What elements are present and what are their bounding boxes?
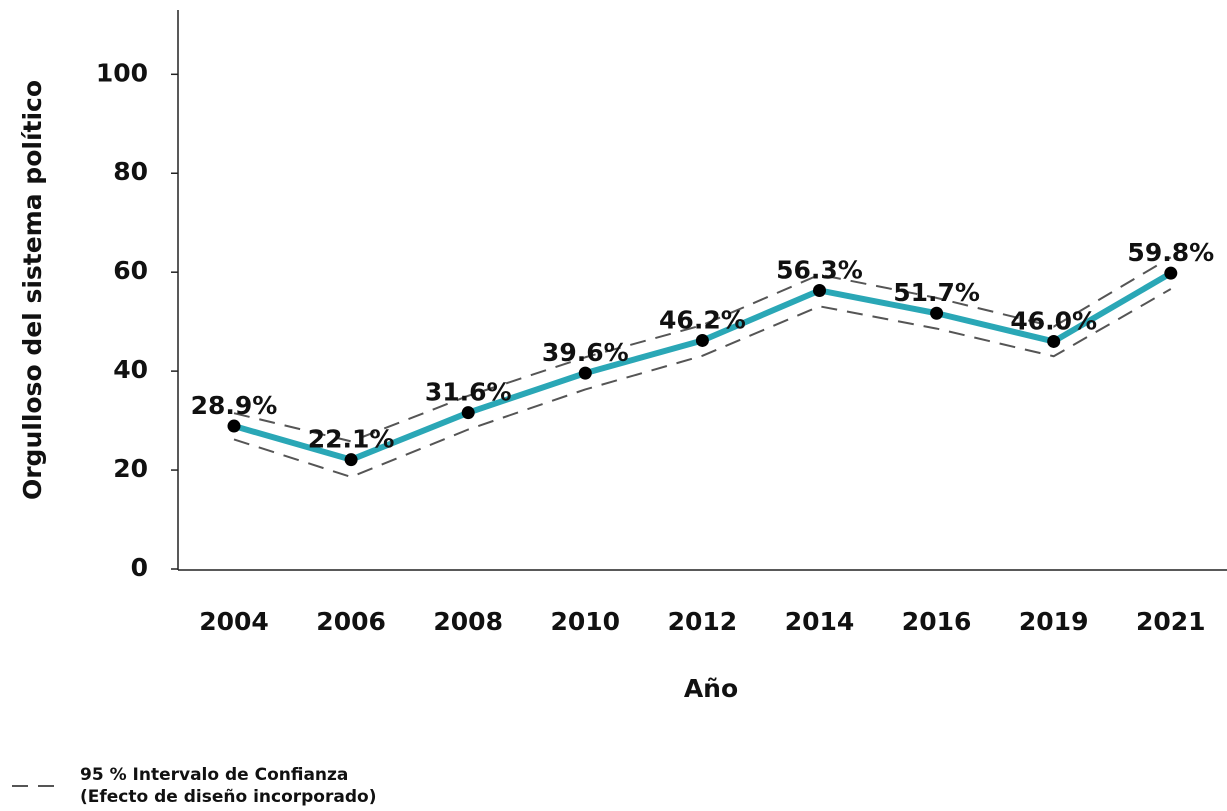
value-label: 28.9%: [191, 391, 278, 420]
x-tick-label: 2004: [199, 607, 269, 636]
y-tick-label: 20: [113, 454, 148, 483]
x-tick-label: 2010: [551, 607, 621, 636]
y-tick-label: 40: [113, 355, 148, 384]
x-tick-label: 2021: [1136, 607, 1206, 636]
value-label: 31.6%: [425, 378, 512, 407]
value-label: 56.3%: [776, 255, 863, 284]
x-axis-title: Año: [684, 674, 738, 703]
point: [1047, 334, 1061, 348]
point: [813, 283, 826, 297]
x-tick-label: 2006: [316, 607, 386, 636]
point: [578, 366, 592, 380]
value-label: 46.2%: [659, 305, 746, 334]
ci-upper: [233, 256, 1172, 443]
point: [227, 419, 241, 433]
value-label: 46.0%: [1010, 306, 1097, 335]
value-label: 51.7%: [893, 278, 980, 307]
y-axis-title: Orgulloso del sistema político: [18, 80, 47, 500]
value-label: 22.1%: [308, 425, 395, 454]
point: [344, 453, 358, 467]
y-tick-label: 100: [96, 58, 148, 87]
value-label: 59.8%: [1127, 238, 1214, 267]
x-tick-label: 2012: [668, 607, 738, 636]
point: [930, 306, 944, 320]
value-label: 39.6%: [542, 338, 629, 367]
y-tick-label: 80: [113, 157, 148, 186]
legend-label: (Efecto de diseño incorporado): [80, 787, 376, 807]
ci-lower: [233, 288, 1172, 478]
x-tick-label: 2008: [433, 607, 503, 636]
x-tick-label: 2014: [785, 607, 855, 636]
point: [695, 333, 709, 347]
y-tick-label: 60: [113, 256, 148, 285]
y-tick-label: 0: [131, 553, 148, 582]
point: [461, 406, 475, 420]
x-tick-label: 2019: [1019, 607, 1089, 636]
point: [1164, 266, 1178, 280]
legend-label: 95 % Intervalo de Confianza: [80, 765, 348, 785]
x-tick-label: 2016: [902, 607, 972, 636]
